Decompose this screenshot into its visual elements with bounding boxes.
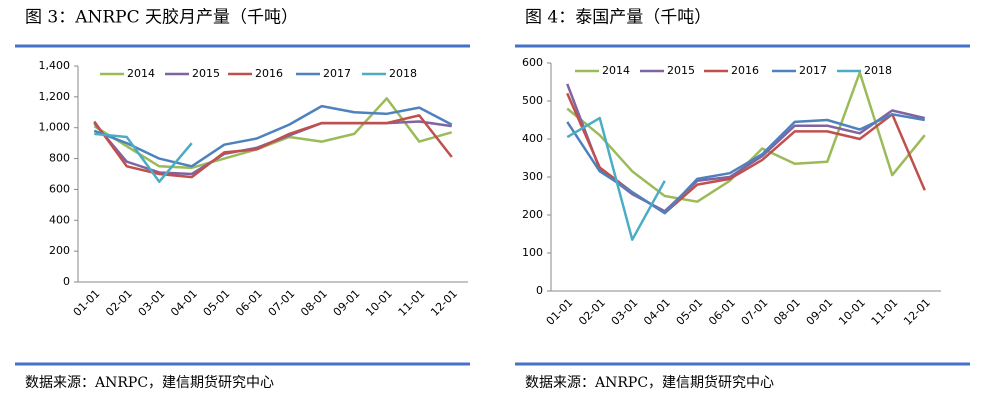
x-tick-label: 12-01 — [901, 296, 933, 328]
source-note: 数据来源：ANRPC，建信期货研究中心 — [25, 374, 274, 391]
y-tick-label: 1,200 — [39, 90, 71, 103]
y-tick-label: 200 — [522, 208, 543, 221]
y-tick-label: 1,400 — [39, 59, 71, 72]
source-note: 数据来源：ANRPC，建信期货研究中心 — [525, 374, 774, 391]
series-line — [94, 132, 193, 183]
x-tick-label: 05-01 — [201, 287, 233, 319]
legend-label: 2017 — [323, 67, 351, 80]
y-tick-label: 500 — [522, 94, 543, 107]
x-tick-label: 01-01 — [71, 287, 103, 319]
x-tick-label: 01-01 — [544, 296, 576, 328]
legend-label: 2015 — [192, 67, 220, 80]
series-line — [566, 113, 925, 215]
y-tick-label: 0 — [536, 284, 543, 297]
x-tick-label: 03-01 — [136, 287, 168, 319]
y-tick-label: 100 — [522, 246, 543, 259]
y-tick-label: 1,000 — [39, 121, 71, 134]
x-tick-label: 11-01 — [396, 287, 428, 319]
legend-label: 2018 — [389, 67, 417, 80]
chart-title: 图 3：ANRPC 天胶月产量（千吨） — [25, 8, 298, 28]
legend-label: 2018 — [864, 64, 892, 77]
legend-label: 2015 — [667, 64, 695, 77]
x-tick-label: 06-01 — [233, 287, 265, 319]
y-tick-label: 0 — [63, 275, 70, 288]
x-tick-label: 04-01 — [641, 296, 673, 328]
x-tick-label: 08-01 — [298, 287, 330, 319]
x-tick-label: 10-01 — [363, 287, 395, 319]
y-tick-label: 200 — [49, 244, 70, 257]
series-line — [93, 97, 453, 170]
legend-label: 2016 — [255, 67, 283, 80]
x-tick-label: 03-01 — [609, 296, 641, 328]
y-tick-label: 400 — [49, 213, 70, 226]
x-tick-label: 05-01 — [674, 296, 706, 328]
x-tick-label: 06-01 — [706, 296, 738, 328]
y-tick-label: 800 — [49, 152, 70, 165]
x-tick-label: 04-01 — [168, 287, 200, 319]
y-tick-label: 300 — [522, 170, 543, 183]
chart-title: 图 4：泰国产量（千吨） — [525, 8, 711, 28]
series-line — [93, 104, 453, 168]
y-tick-label: 400 — [522, 132, 543, 145]
x-tick-label: 07-01 — [739, 296, 771, 328]
x-tick-label: 11-01 — [869, 296, 901, 328]
series-line — [566, 116, 666, 241]
y-tick-label: 600 — [522, 56, 543, 69]
x-tick-label: 02-01 — [576, 296, 608, 328]
legend-label: 2016 — [731, 64, 759, 77]
legend-label: 2017 — [799, 64, 827, 77]
x-tick-label: 10-01 — [836, 296, 868, 328]
x-tick-label: 07-01 — [266, 287, 298, 319]
legend-label: 2014 — [602, 64, 630, 77]
x-tick-label: 09-01 — [331, 287, 363, 319]
y-tick-label: 600 — [49, 182, 70, 195]
x-tick-label: 12-01 — [428, 287, 460, 319]
x-tick-label: 02-01 — [103, 287, 135, 319]
legend-label: 2014 — [127, 67, 155, 80]
x-tick-label: 09-01 — [804, 296, 836, 328]
series-line — [566, 83, 926, 213]
x-tick-label: 08-01 — [771, 296, 803, 328]
